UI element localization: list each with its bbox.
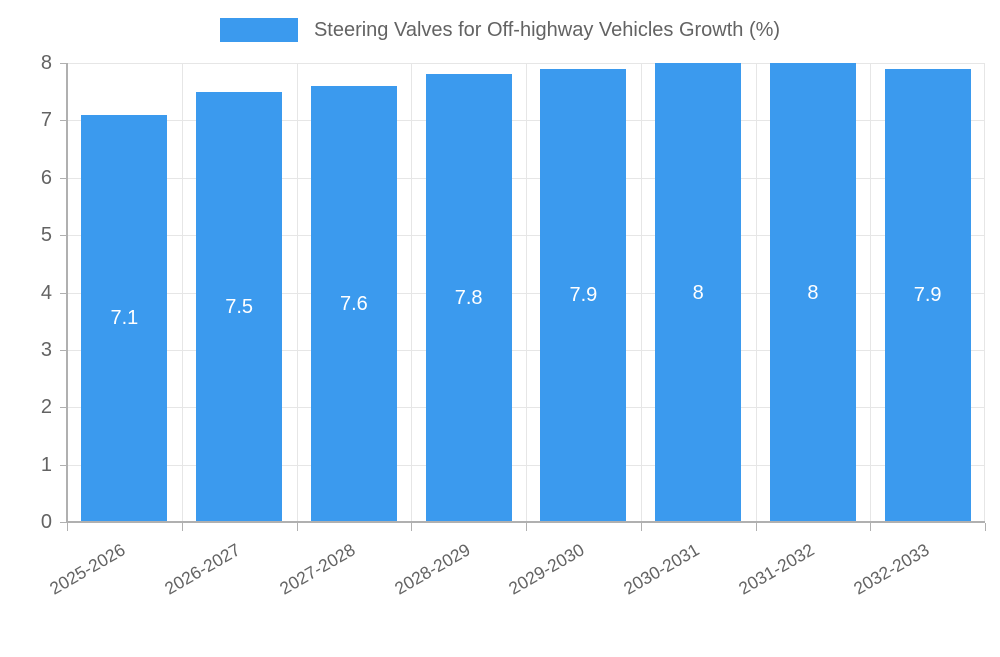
y-axis-tick-mark: [60, 407, 67, 409]
x-axis-line: [67, 521, 985, 523]
y-axis-tick-label: 3: [40, 338, 52, 361]
x-axis-tick-mark: [181, 523, 183, 531]
y-axis-tick-labels: 0 1 2 3 4 5 6 7 8: [0, 0, 52, 600]
x-axis-tick-mark: [985, 523, 986, 531]
y-axis-tick-mark: [60, 292, 67, 294]
y-axis-tick-label: 2: [40, 396, 52, 419]
gridline-vertical: [984, 63, 985, 522]
bar[interactable]: [884, 68, 971, 522]
bar-value-label: 7.9: [913, 284, 942, 307]
bar-value-label: 7.1: [110, 307, 139, 330]
y-axis-tick-label: 0: [40, 511, 52, 533]
bar-value-label: 7.8: [454, 287, 483, 310]
gridline-vertical: [297, 63, 298, 522]
y-axis-line: [66, 63, 68, 523]
y-axis-tick-label: 7: [40, 109, 52, 132]
plot-area: 7.1 7.5 7.6 7.8 7.9 8 8 7.9: [67, 63, 985, 523]
bar[interactable]: [540, 68, 627, 522]
bar-value-label: 7.9: [569, 284, 598, 307]
bar[interactable]: [196, 91, 283, 522]
y-axis-tick-mark: [60, 522, 67, 523]
gridline-vertical: [870, 63, 871, 522]
y-axis-tick-mark: [60, 120, 67, 122]
bar-value-label: 8: [692, 281, 704, 304]
bar-value-label: 7.5: [225, 295, 254, 318]
gridline-vertical: [182, 63, 183, 522]
y-axis-tick-label: 1: [40, 453, 52, 476]
y-axis-tick-mark: [60, 464, 67, 466]
gridline-vertical: [526, 63, 527, 522]
x-axis-tick-mark: [640, 523, 642, 531]
chart-legend: Steering Valves for Off-highway Vehicles…: [0, 14, 1000, 46]
bar[interactable]: [769, 63, 856, 522]
bar[interactable]: [310, 85, 397, 522]
bar-chart: Steering Valves for Off-highway Vehicles…: [0, 0, 1000, 600]
x-axis-tick-mark: [296, 523, 298, 531]
y-axis-tick-mark: [60, 63, 67, 64]
y-axis-tick-label: 5: [40, 224, 52, 247]
y-axis-tick-label: 8: [40, 52, 52, 74]
gridline-vertical: [641, 63, 642, 522]
bar[interactable]: [425, 74, 512, 522]
bar[interactable]: [655, 63, 742, 522]
legend-label[interactable]: Steering Valves for Off-highway Vehicles…: [313, 19, 781, 41]
x-axis-tick-mark: [526, 523, 527, 531]
gridline-vertical: [411, 63, 412, 522]
gridline-vertical: [756, 63, 757, 522]
bar-value-label: 7.6: [339, 292, 368, 315]
bar[interactable]: [81, 114, 168, 522]
y-axis-tick-mark: [60, 235, 67, 237]
bar-value-label: 8: [807, 281, 819, 304]
y-axis-tick-label: 6: [40, 166, 52, 189]
y-axis-tick-mark: [60, 349, 67, 351]
y-axis-tick-mark: [60, 177, 67, 179]
x-axis-tick-mark: [411, 523, 413, 531]
x-axis-tick-mark: [870, 523, 872, 531]
legend-color-swatch[interactable]: [219, 18, 298, 42]
x-axis-tick-mark: [67, 523, 68, 531]
x-axis-tick-mark: [755, 523, 757, 531]
y-axis-tick-label: 4: [40, 281, 52, 304]
